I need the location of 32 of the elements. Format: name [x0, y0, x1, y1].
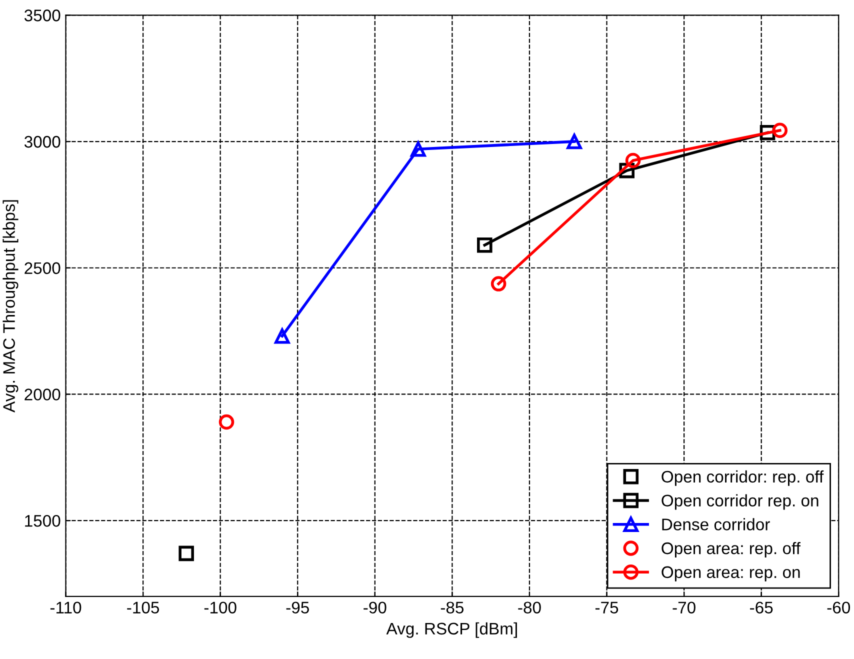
x-tick-label: -105 [127, 602, 160, 614]
y-tick-label: 3500 [24, 10, 60, 22]
point [490, 276, 506, 292]
legend-label: Open corridor rep. on [662, 494, 818, 510]
y-tick-label: 3000 [24, 136, 60, 148]
point [274, 328, 290, 344]
legend-label: Open area: rep. on [662, 566, 800, 582]
x-tick-label: -65 [750, 602, 773, 614]
x-tick-label: -60 [827, 602, 850, 614]
point [178, 546, 194, 562]
y-tick-label: 2000 [24, 388, 60, 400]
x-tick-label: -95 [286, 602, 309, 614]
x-tick-label: -80 [518, 602, 541, 614]
y-axis-title: Avg. MAC Throughput [kbps] [2, 200, 18, 412]
point [566, 134, 582, 150]
y-tick-label: 2500 [24, 262, 60, 274]
legend-label: Open area: rep. off [662, 542, 801, 558]
x-tick-label: -70 [672, 602, 696, 614]
legend-label: Open corridor: rep. off [662, 470, 824, 486]
x-tick-label: -90 [364, 602, 386, 614]
legend-label: Dense corridor [662, 518, 770, 530]
point [625, 152, 641, 168]
point [477, 237, 492, 253]
x-tick-label: -85 [440, 602, 464, 614]
x-tick-label: -100 [204, 602, 236, 614]
x-tick-label: -110 [50, 602, 82, 614]
x-tick-label: -75 [595, 602, 618, 614]
point [410, 141, 426, 157]
y-tick-label: 1500 [25, 514, 60, 527]
x-axis-title: Avg. RSCP [dBm] [386, 622, 517, 638]
point [218, 414, 234, 430]
point [772, 122, 788, 138]
